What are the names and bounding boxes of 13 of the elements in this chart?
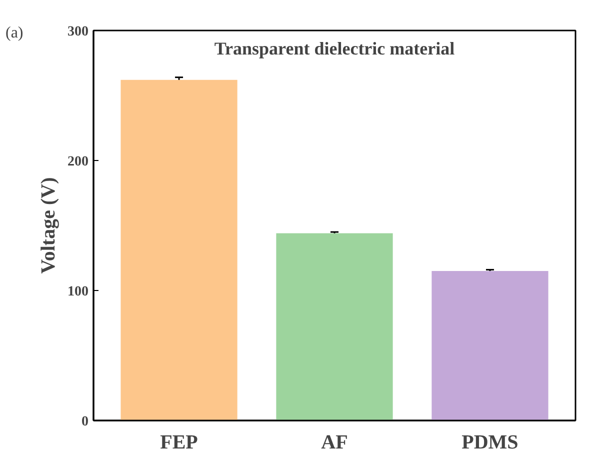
y-tick-label: 100 bbox=[68, 284, 88, 300]
y-tick-label: 300 bbox=[68, 24, 88, 40]
y-axis-title: Voltage (V) bbox=[38, 177, 60, 274]
bar bbox=[432, 271, 548, 420]
y-tick-label: 0 bbox=[82, 414, 88, 430]
x-tick-label: AF bbox=[321, 432, 348, 454]
x-tick-label: PDMS bbox=[462, 432, 518, 454]
bar bbox=[120, 80, 238, 420]
y-tick-label: 200 bbox=[68, 154, 88, 170]
text: (a) bbox=[6, 24, 24, 42]
x-tick-label: FEP bbox=[160, 432, 198, 454]
chart-title: Transparent dielectric material bbox=[214, 38, 455, 58]
bar bbox=[276, 233, 393, 420]
